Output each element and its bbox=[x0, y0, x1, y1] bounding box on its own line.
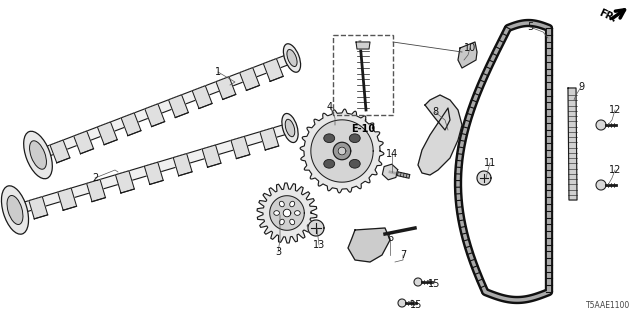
Text: E-10: E-10 bbox=[351, 124, 375, 134]
Polygon shape bbox=[115, 171, 134, 193]
Ellipse shape bbox=[284, 44, 301, 72]
Polygon shape bbox=[192, 86, 212, 108]
Polygon shape bbox=[300, 109, 384, 193]
Polygon shape bbox=[173, 154, 192, 176]
Text: 5: 5 bbox=[527, 22, 533, 32]
Ellipse shape bbox=[290, 219, 294, 225]
Polygon shape bbox=[356, 42, 370, 49]
Polygon shape bbox=[333, 142, 351, 160]
Polygon shape bbox=[58, 188, 77, 210]
Polygon shape bbox=[121, 113, 141, 136]
Polygon shape bbox=[145, 162, 163, 184]
Ellipse shape bbox=[324, 134, 335, 143]
Polygon shape bbox=[97, 122, 117, 145]
Text: 12: 12 bbox=[609, 165, 621, 175]
Polygon shape bbox=[338, 147, 346, 155]
Polygon shape bbox=[216, 77, 236, 100]
Ellipse shape bbox=[285, 119, 295, 137]
Text: 14: 14 bbox=[386, 149, 398, 159]
Polygon shape bbox=[308, 220, 324, 236]
Text: 9: 9 bbox=[578, 82, 584, 92]
Text: 8: 8 bbox=[432, 107, 438, 117]
Polygon shape bbox=[414, 278, 422, 286]
Polygon shape bbox=[269, 196, 304, 230]
Ellipse shape bbox=[349, 134, 360, 143]
Polygon shape bbox=[50, 140, 70, 163]
Text: 13: 13 bbox=[313, 240, 325, 250]
Text: 7: 7 bbox=[400, 250, 406, 260]
Polygon shape bbox=[86, 180, 106, 202]
Text: 10: 10 bbox=[464, 43, 476, 53]
Polygon shape bbox=[29, 197, 48, 219]
Text: 4: 4 bbox=[327, 102, 333, 112]
Polygon shape bbox=[284, 209, 291, 217]
Polygon shape bbox=[382, 164, 397, 180]
Polygon shape bbox=[145, 104, 164, 127]
Text: 15: 15 bbox=[410, 300, 422, 310]
Polygon shape bbox=[596, 180, 606, 190]
Text: 12: 12 bbox=[609, 105, 621, 115]
Ellipse shape bbox=[7, 196, 23, 225]
Polygon shape bbox=[168, 95, 188, 117]
Polygon shape bbox=[458, 42, 477, 68]
Ellipse shape bbox=[279, 219, 284, 225]
Polygon shape bbox=[260, 128, 278, 150]
Polygon shape bbox=[202, 145, 221, 167]
Polygon shape bbox=[398, 299, 406, 307]
Ellipse shape bbox=[274, 211, 280, 215]
Text: FR.: FR. bbox=[597, 7, 618, 24]
Ellipse shape bbox=[294, 211, 300, 215]
Text: 15: 15 bbox=[428, 279, 440, 289]
Ellipse shape bbox=[24, 131, 52, 179]
Polygon shape bbox=[231, 136, 250, 159]
Polygon shape bbox=[568, 88, 577, 200]
Ellipse shape bbox=[282, 114, 298, 142]
Polygon shape bbox=[311, 120, 373, 182]
Polygon shape bbox=[477, 171, 491, 185]
Polygon shape bbox=[596, 120, 606, 130]
Ellipse shape bbox=[1, 186, 29, 234]
Polygon shape bbox=[239, 68, 259, 90]
Text: 1: 1 bbox=[215, 67, 221, 77]
Ellipse shape bbox=[290, 201, 294, 207]
Text: 6: 6 bbox=[387, 233, 393, 243]
Text: T5AAE1100: T5AAE1100 bbox=[586, 301, 630, 310]
Ellipse shape bbox=[29, 141, 47, 169]
Ellipse shape bbox=[324, 159, 335, 168]
Text: 2: 2 bbox=[92, 173, 98, 183]
Polygon shape bbox=[36, 53, 294, 160]
Ellipse shape bbox=[279, 201, 284, 207]
Ellipse shape bbox=[349, 159, 360, 168]
Text: 3: 3 bbox=[275, 247, 281, 257]
Polygon shape bbox=[348, 228, 390, 262]
Polygon shape bbox=[263, 59, 284, 81]
Polygon shape bbox=[257, 183, 317, 243]
Polygon shape bbox=[418, 95, 462, 175]
Text: 11: 11 bbox=[484, 158, 496, 168]
Ellipse shape bbox=[287, 50, 297, 67]
Polygon shape bbox=[13, 123, 291, 215]
Polygon shape bbox=[74, 131, 93, 154]
